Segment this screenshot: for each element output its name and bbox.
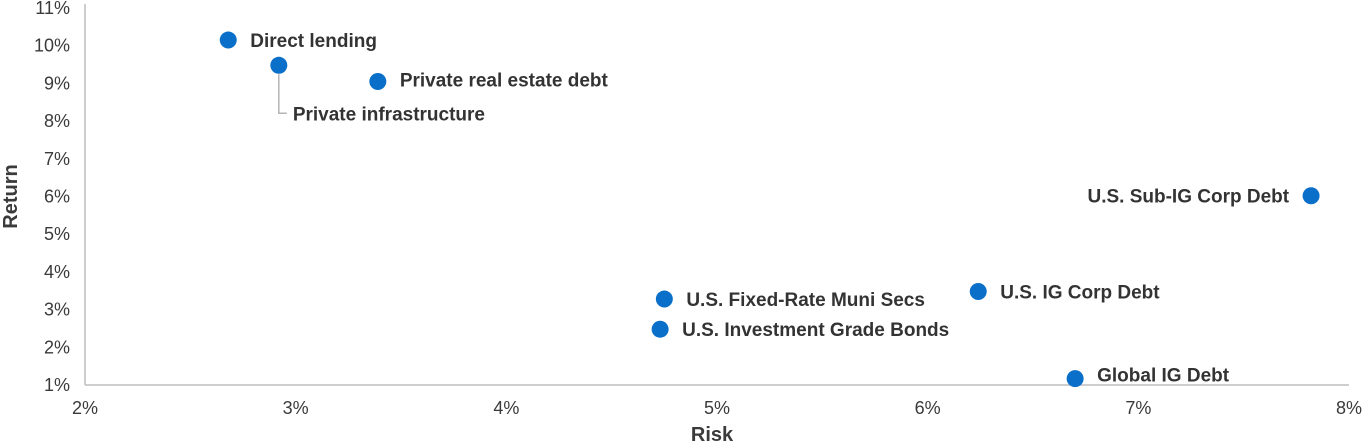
y-tick-label: 5%	[44, 224, 70, 244]
point-label: U.S. IG Corp Debt	[1000, 283, 1160, 304]
x-tick-label: 2%	[72, 398, 98, 418]
point-label: Global IG Debt	[1097, 366, 1230, 387]
x-tick-label: 4%	[493, 398, 519, 418]
x-axis-title: Risk	[691, 424, 734, 444]
tick-labels: 2% 3% 4% 5% 6% 7% 8%1%2%3%4%5%6%7%8%9%10%11%	[34, 0, 1362, 418]
x-tick-label: 7%	[1125, 398, 1151, 418]
y-axis-title: Return	[0, 164, 22, 228]
y-tick-label: 8%	[44, 111, 70, 131]
y-tick-label: 2%	[44, 337, 70, 357]
point-label: Private infrastructure	[293, 104, 485, 125]
axes	[84, 4, 1349, 386]
x-tick-label: 6%	[915, 398, 941, 418]
x-tick-label: 3%	[283, 398, 309, 418]
x-tick-label: 8%	[1336, 398, 1362, 418]
y-tick-label: 9%	[44, 73, 70, 93]
leader-line	[278, 74, 287, 115]
y-tick-label: 10%	[34, 36, 70, 56]
data-point	[969, 283, 987, 301]
point-label: U.S. Fixed-Rate Muni Secs	[686, 290, 925, 311]
x-tick-label: 5%	[704, 398, 730, 418]
data-point	[219, 31, 237, 49]
data-point	[651, 320, 669, 338]
data-point	[655, 290, 673, 308]
data-point	[1302, 187, 1320, 205]
point-labels: Direct lending Private infrastructure Priv…	[250, 31, 1289, 387]
y-tick-label: 1%	[44, 375, 70, 395]
point-label: Direct lending	[250, 31, 377, 52]
point-label: U.S. Sub-IG Corp Debt	[1087, 187, 1289, 208]
data-point	[369, 73, 387, 91]
point-label: Private real estate debt	[400, 71, 609, 92]
data-point	[1066, 370, 1084, 388]
data-point	[270, 56, 288, 74]
leader-lines	[278, 74, 287, 115]
y-tick-label: 4%	[44, 262, 70, 282]
point-label: U.S. Investment Grade Bonds	[682, 320, 949, 341]
y-tick-label: 11%	[35, 0, 70, 18]
data-points	[219, 31, 1320, 388]
y-tick-label: 3%	[44, 300, 70, 320]
y-tick-label: 6%	[44, 187, 70, 207]
y-tick-label: 7%	[44, 149, 70, 169]
